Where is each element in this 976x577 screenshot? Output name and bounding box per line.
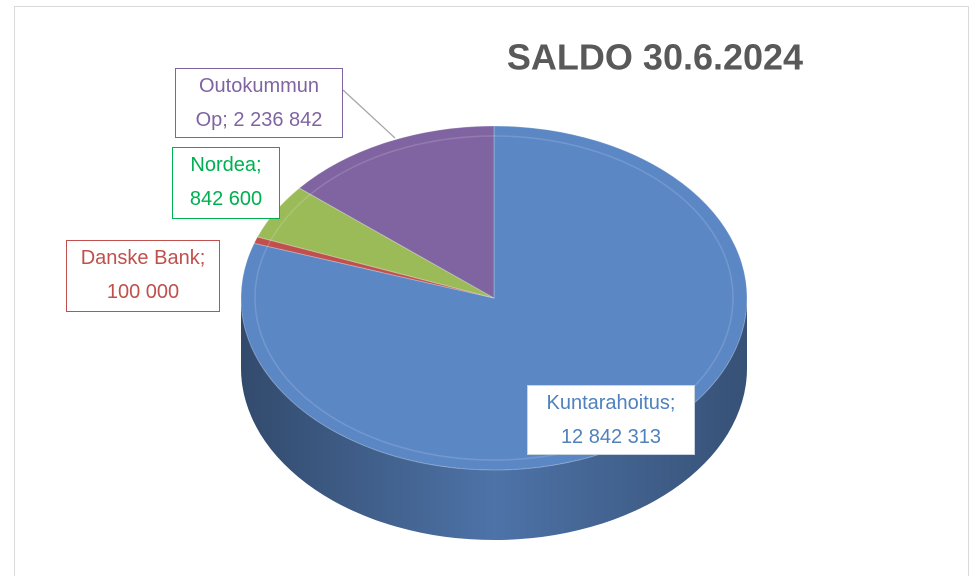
label-value: 2 236 842 xyxy=(233,109,323,131)
top-highlight xyxy=(254,135,734,461)
data-label: Outokummun Op; 2 236 842 xyxy=(175,68,343,138)
pie-slice xyxy=(298,125,495,299)
label-category: Nordea xyxy=(190,154,257,176)
label-value: 842 600 xyxy=(189,188,263,210)
slice-side-shade xyxy=(241,298,747,540)
chart-title: SALDO 30.6.2024 xyxy=(507,37,803,78)
label-separator: ; xyxy=(256,154,262,176)
pie-slice xyxy=(253,236,495,299)
label-category: Kuntarahoitus xyxy=(546,392,670,414)
label-category: Danske Bank xyxy=(80,247,200,269)
label-separator: ; xyxy=(199,247,206,269)
label-separator: ; xyxy=(669,392,676,414)
chart-area xyxy=(14,6,969,576)
data-label: Kuntarahoitus; 12 842 313 xyxy=(527,385,695,455)
label-value: 12 842 313 xyxy=(560,426,662,448)
slice-top xyxy=(298,125,495,299)
label-separator: ; xyxy=(222,109,228,131)
label-value: 100 000 xyxy=(106,281,180,303)
leader-line xyxy=(342,89,396,139)
data-label: Danske Bank; 100 000 xyxy=(66,240,220,312)
slice-top xyxy=(253,236,495,299)
label-category: Outokummun Op xyxy=(195,75,320,131)
data-label: Nordea; 842 600 xyxy=(172,147,280,219)
